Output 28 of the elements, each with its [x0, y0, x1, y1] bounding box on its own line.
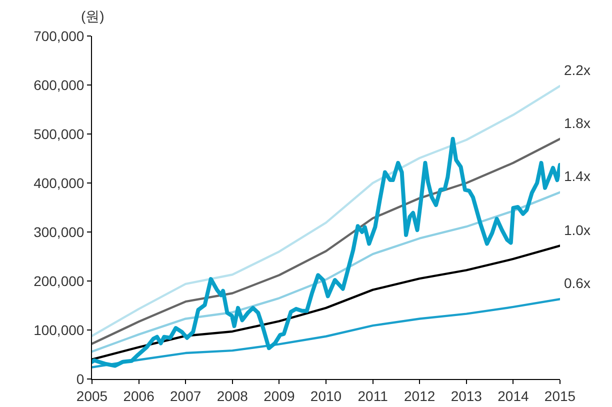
- series-label: 0.6x: [564, 275, 590, 291]
- y-axis-title: (원): [81, 8, 104, 24]
- x-tick-label: 2015: [544, 388, 576, 404]
- series-label: 2.2x: [564, 62, 590, 78]
- y-tick-label: 500,000: [34, 126, 84, 142]
- y-tick-label: 600,000: [34, 76, 84, 93]
- y-tick-label: 300,000: [34, 224, 84, 240]
- series-label: 1.8x: [564, 115, 590, 131]
- line-series: [92, 84, 560, 337]
- x-tick-label: 2013: [450, 388, 482, 404]
- series-label: 1.0x: [564, 222, 590, 238]
- line-series: [92, 298, 560, 368]
- line-series: [92, 191, 560, 353]
- x-tick-label: 2008: [216, 388, 248, 404]
- y-tick-label: 0: [76, 370, 84, 387]
- x-tick-label: 2010: [310, 388, 342, 404]
- y-tick-label: 400,000: [34, 174, 84, 191]
- x-tick-label: 2007: [170, 388, 202, 404]
- y-tick-label: 100,000: [34, 322, 84, 338]
- series-label: 1.4x: [564, 168, 590, 184]
- x-tick-label: 2005: [76, 388, 108, 404]
- x-tick-label: 2006: [123, 388, 155, 404]
- y-tick-label: 700,000: [34, 28, 84, 44]
- x-tick-label: 2012: [404, 388, 436, 404]
- x-tick-label: 2009: [264, 388, 295, 404]
- y-tick-label: 200,000: [34, 272, 84, 289]
- x-tick-label: 2014: [498, 388, 529, 404]
- x-tick-label: 2011: [358, 388, 388, 404]
